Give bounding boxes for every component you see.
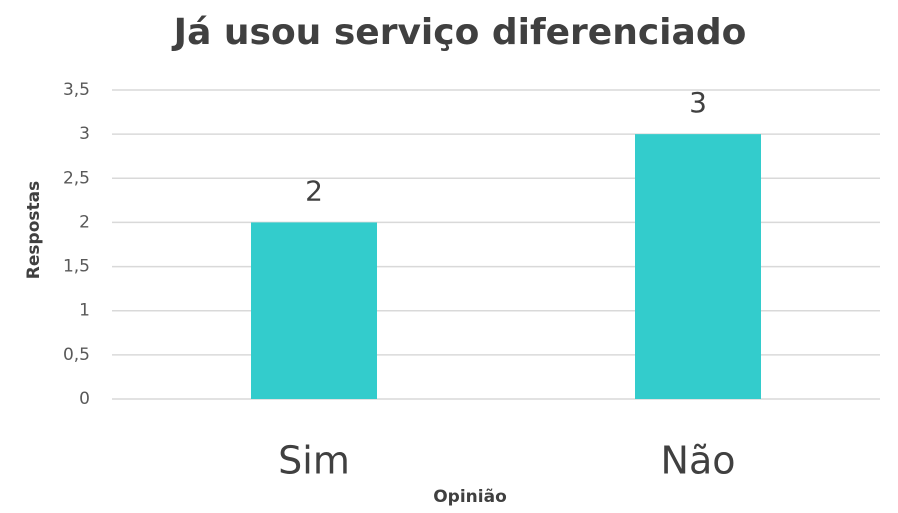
bar (635, 134, 761, 399)
y-tick-label: 3 (79, 124, 90, 144)
x-tick-label: Não (661, 439, 736, 483)
x-axis-title: Opinião (433, 487, 507, 507)
y-tick-label: 0,5 (63, 345, 90, 365)
y-tick-label: 3,5 (63, 80, 90, 100)
y-axis-title: Respostas (24, 181, 44, 279)
y-tick-label: 1,5 (63, 257, 90, 277)
y-tick-label: 1 (79, 301, 90, 321)
data-label: 3 (689, 86, 707, 119)
y-tick-label: 0 (79, 389, 90, 409)
x-tick-label: Sim (278, 439, 350, 483)
chart-title: Já usou serviço diferenciado (171, 12, 747, 53)
y-tick-label: 2 (79, 212, 90, 232)
data-label: 2 (305, 174, 323, 207)
y-tick-label: 2,5 (63, 168, 90, 188)
bar (251, 222, 377, 399)
